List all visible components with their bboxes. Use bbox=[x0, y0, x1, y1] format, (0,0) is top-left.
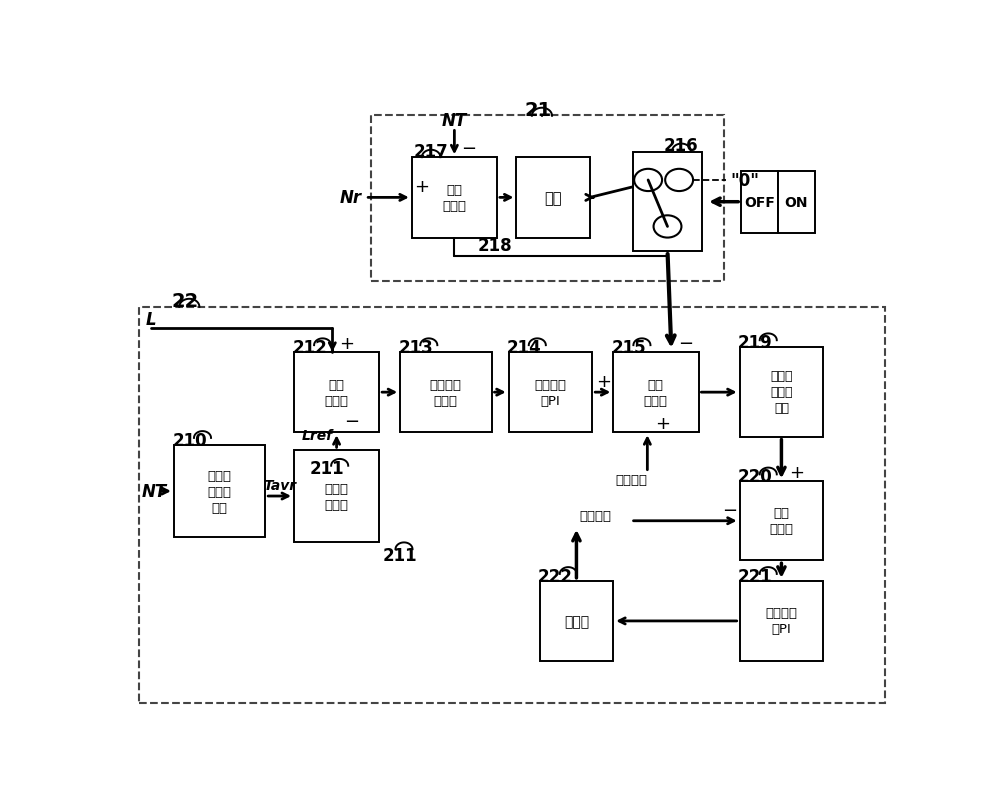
Text: −: − bbox=[678, 334, 693, 352]
Text: Tavr: Tavr bbox=[263, 478, 296, 492]
Bar bbox=[139, 307, 885, 703]
Text: Nr: Nr bbox=[339, 189, 361, 207]
Text: 非线性增
益函数: 非线性增 益函数 bbox=[430, 379, 462, 407]
Text: 液位控制
器PI: 液位控制 器PI bbox=[534, 379, 566, 407]
Text: 220: 220 bbox=[738, 468, 773, 486]
Text: 增益: 增益 bbox=[544, 191, 562, 205]
Text: 219: 219 bbox=[738, 334, 773, 351]
Text: NT: NT bbox=[442, 112, 467, 130]
Bar bbox=[740, 581, 823, 662]
Bar bbox=[174, 445, 265, 538]
Text: L: L bbox=[146, 311, 157, 329]
Text: 22: 22 bbox=[172, 292, 199, 310]
Text: −: − bbox=[461, 140, 476, 158]
Text: +: + bbox=[789, 464, 804, 481]
Bar bbox=[400, 353, 492, 433]
Bar bbox=[294, 451, 379, 542]
Text: NT: NT bbox=[142, 483, 167, 500]
Text: 第一
加法器: 第一 加法器 bbox=[325, 379, 349, 407]
Bar bbox=[540, 581, 613, 662]
Text: 213: 213 bbox=[399, 338, 433, 357]
Text: 函数功
能模块: 函数功 能模块 bbox=[325, 482, 349, 511]
Text: +: + bbox=[339, 334, 354, 352]
Text: 218: 218 bbox=[478, 237, 512, 255]
Text: 第四
加法器: 第四 加法器 bbox=[769, 507, 793, 536]
Text: −: − bbox=[345, 413, 360, 431]
Bar bbox=[740, 481, 823, 561]
Bar bbox=[371, 116, 724, 282]
Bar bbox=[740, 347, 823, 437]
Bar bbox=[613, 353, 698, 433]
Text: −: − bbox=[722, 501, 737, 519]
Text: 第三
加法器: 第三 加法器 bbox=[644, 379, 668, 407]
Bar bbox=[516, 158, 590, 238]
Text: +: + bbox=[414, 178, 429, 196]
Bar bbox=[294, 353, 379, 433]
Text: 210: 210 bbox=[172, 431, 207, 449]
Text: OFF: OFF bbox=[744, 196, 775, 209]
Text: 21: 21 bbox=[525, 101, 552, 120]
Text: ON: ON bbox=[785, 196, 808, 209]
Text: 第二
加法器: 第二 加法器 bbox=[442, 184, 466, 213]
Bar bbox=[412, 158, 497, 238]
Bar bbox=[509, 353, 592, 433]
Text: 上冲流
量限值
函数: 上冲流 量限值 函数 bbox=[770, 370, 793, 415]
Bar bbox=[741, 172, 778, 233]
Text: 214: 214 bbox=[507, 338, 542, 357]
Text: 211: 211 bbox=[309, 459, 344, 477]
Text: 212: 212 bbox=[292, 338, 327, 357]
Bar bbox=[778, 172, 815, 233]
Text: 217: 217 bbox=[414, 143, 449, 161]
Text: "0": "0" bbox=[730, 172, 760, 190]
Text: 221: 221 bbox=[738, 567, 773, 585]
Bar bbox=[633, 153, 702, 252]
Text: 216: 216 bbox=[664, 136, 698, 155]
Text: 215: 215 bbox=[612, 338, 646, 357]
Text: 211: 211 bbox=[383, 547, 418, 565]
Text: Lref: Lref bbox=[302, 428, 333, 443]
Text: 222: 222 bbox=[538, 567, 573, 585]
Text: 流量控制
器PI: 流量控制 器PI bbox=[765, 606, 797, 636]
Text: 平均温
度定值
函数: 平均温 度定值 函数 bbox=[208, 469, 232, 514]
Text: 上冲阀: 上冲阀 bbox=[564, 614, 589, 628]
Text: +: + bbox=[596, 373, 611, 391]
Text: 上冲流量: 上冲流量 bbox=[580, 510, 612, 523]
Text: +: + bbox=[655, 415, 670, 432]
Text: 下泄流量: 下泄流量 bbox=[616, 474, 648, 487]
